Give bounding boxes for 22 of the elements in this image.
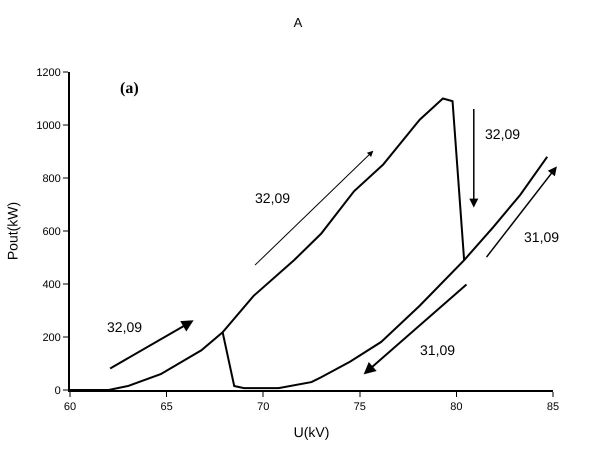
- annotation: 31,09: [420, 342, 456, 358]
- y-tick-label: 800: [42, 172, 61, 185]
- x-tick-label: 80: [450, 401, 463, 414]
- annotation: 32,09: [107, 319, 142, 335]
- y-tick-label: 400: [42, 278, 61, 291]
- y-tick-label: 1000: [36, 120, 61, 132]
- x-tick-label: 85: [546, 401, 560, 414]
- x-tick-label: 60: [64, 401, 76, 414]
- annotation: 32,09: [485, 126, 520, 142]
- y-axis-title: Pout(kW): [4, 202, 20, 260]
- x-tick-label: 70: [257, 401, 270, 414]
- x-tick-label: 75: [354, 401, 366, 414]
- x-axis-title: U(kV): [294, 424, 330, 440]
- annotation: (a): [120, 80, 139, 97]
- chart-title: A: [294, 15, 303, 30]
- y-tick-label: 1200: [36, 66, 61, 79]
- annotation: 32,09: [255, 190, 290, 206]
- y-tick-label: 600: [42, 226, 61, 238]
- x-tick-label: 65: [160, 401, 173, 414]
- y-tick-label: 200: [42, 332, 61, 344]
- annotation: 31,09: [524, 229, 560, 245]
- y-tick-label: 0: [54, 384, 61, 397]
